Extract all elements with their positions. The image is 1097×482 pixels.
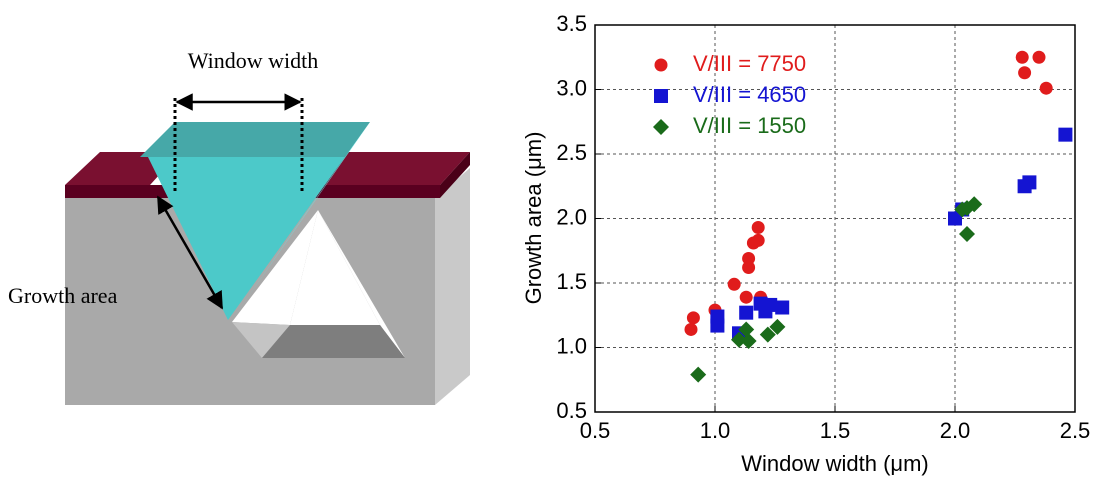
- marker-square: [775, 301, 789, 315]
- marker-square: [739, 306, 753, 320]
- marker-diamond: [653, 119, 669, 135]
- legend-label: V/III = 7750: [693, 51, 806, 76]
- marker-diamond: [690, 367, 706, 383]
- marker-circle: [655, 59, 668, 72]
- x-tick-label: 1.5: [820, 418, 851, 443]
- window-label: Window width: [188, 48, 319, 73]
- marker-circle: [1018, 66, 1031, 79]
- crystal-top: [140, 122, 370, 157]
- y-tick-label: 2.5: [556, 140, 587, 165]
- x-axis-label: Window width (μm): [741, 451, 928, 476]
- diagram: Window width Growth area: [8, 48, 470, 405]
- marker-circle: [728, 278, 741, 291]
- y-tick-label: 2.0: [556, 204, 587, 229]
- figure: Window width Growth area Window width (μ…: [0, 0, 1097, 482]
- marker-circle: [752, 234, 765, 247]
- marker-diamond: [959, 226, 975, 242]
- marker-circle: [740, 291, 753, 304]
- y-tick-label: 0.5: [556, 398, 587, 423]
- marker-circle: [687, 311, 700, 324]
- legend-label: V/III = 1550: [693, 113, 806, 138]
- y-tick-label: 3.0: [556, 75, 587, 100]
- mask-front: [305, 185, 440, 198]
- x-tick-label: 1.0: [700, 418, 731, 443]
- marker-square: [710, 319, 724, 333]
- block-side: [435, 168, 470, 405]
- marker-circle: [742, 261, 755, 274]
- marker-circle: [1033, 51, 1046, 64]
- mask-front: [65, 185, 178, 198]
- y-tick-label: 3.5: [556, 11, 587, 36]
- marker-circle: [752, 221, 765, 234]
- marker-square: [1022, 175, 1036, 189]
- marker-circle: [1016, 51, 1029, 64]
- y-axis-label: Growth area (μm): [521, 132, 546, 305]
- x-tick-label: 2.0: [940, 418, 971, 443]
- marker-square: [1058, 128, 1072, 142]
- marker-square: [763, 298, 777, 312]
- growth-label: Growth area: [8, 283, 118, 308]
- y-tick-label: 1.5: [556, 269, 587, 294]
- chart: Window width (μm) Growth area (μm) 0.5 1.…: [521, 11, 1090, 476]
- marker-circle: [685, 323, 698, 336]
- x-tick-label: 2.5: [1060, 418, 1091, 443]
- legend-label: V/III = 4650: [693, 82, 806, 107]
- marker-square: [654, 89, 668, 103]
- y-tick-label: 1.0: [556, 333, 587, 358]
- marker-circle: [1040, 82, 1053, 95]
